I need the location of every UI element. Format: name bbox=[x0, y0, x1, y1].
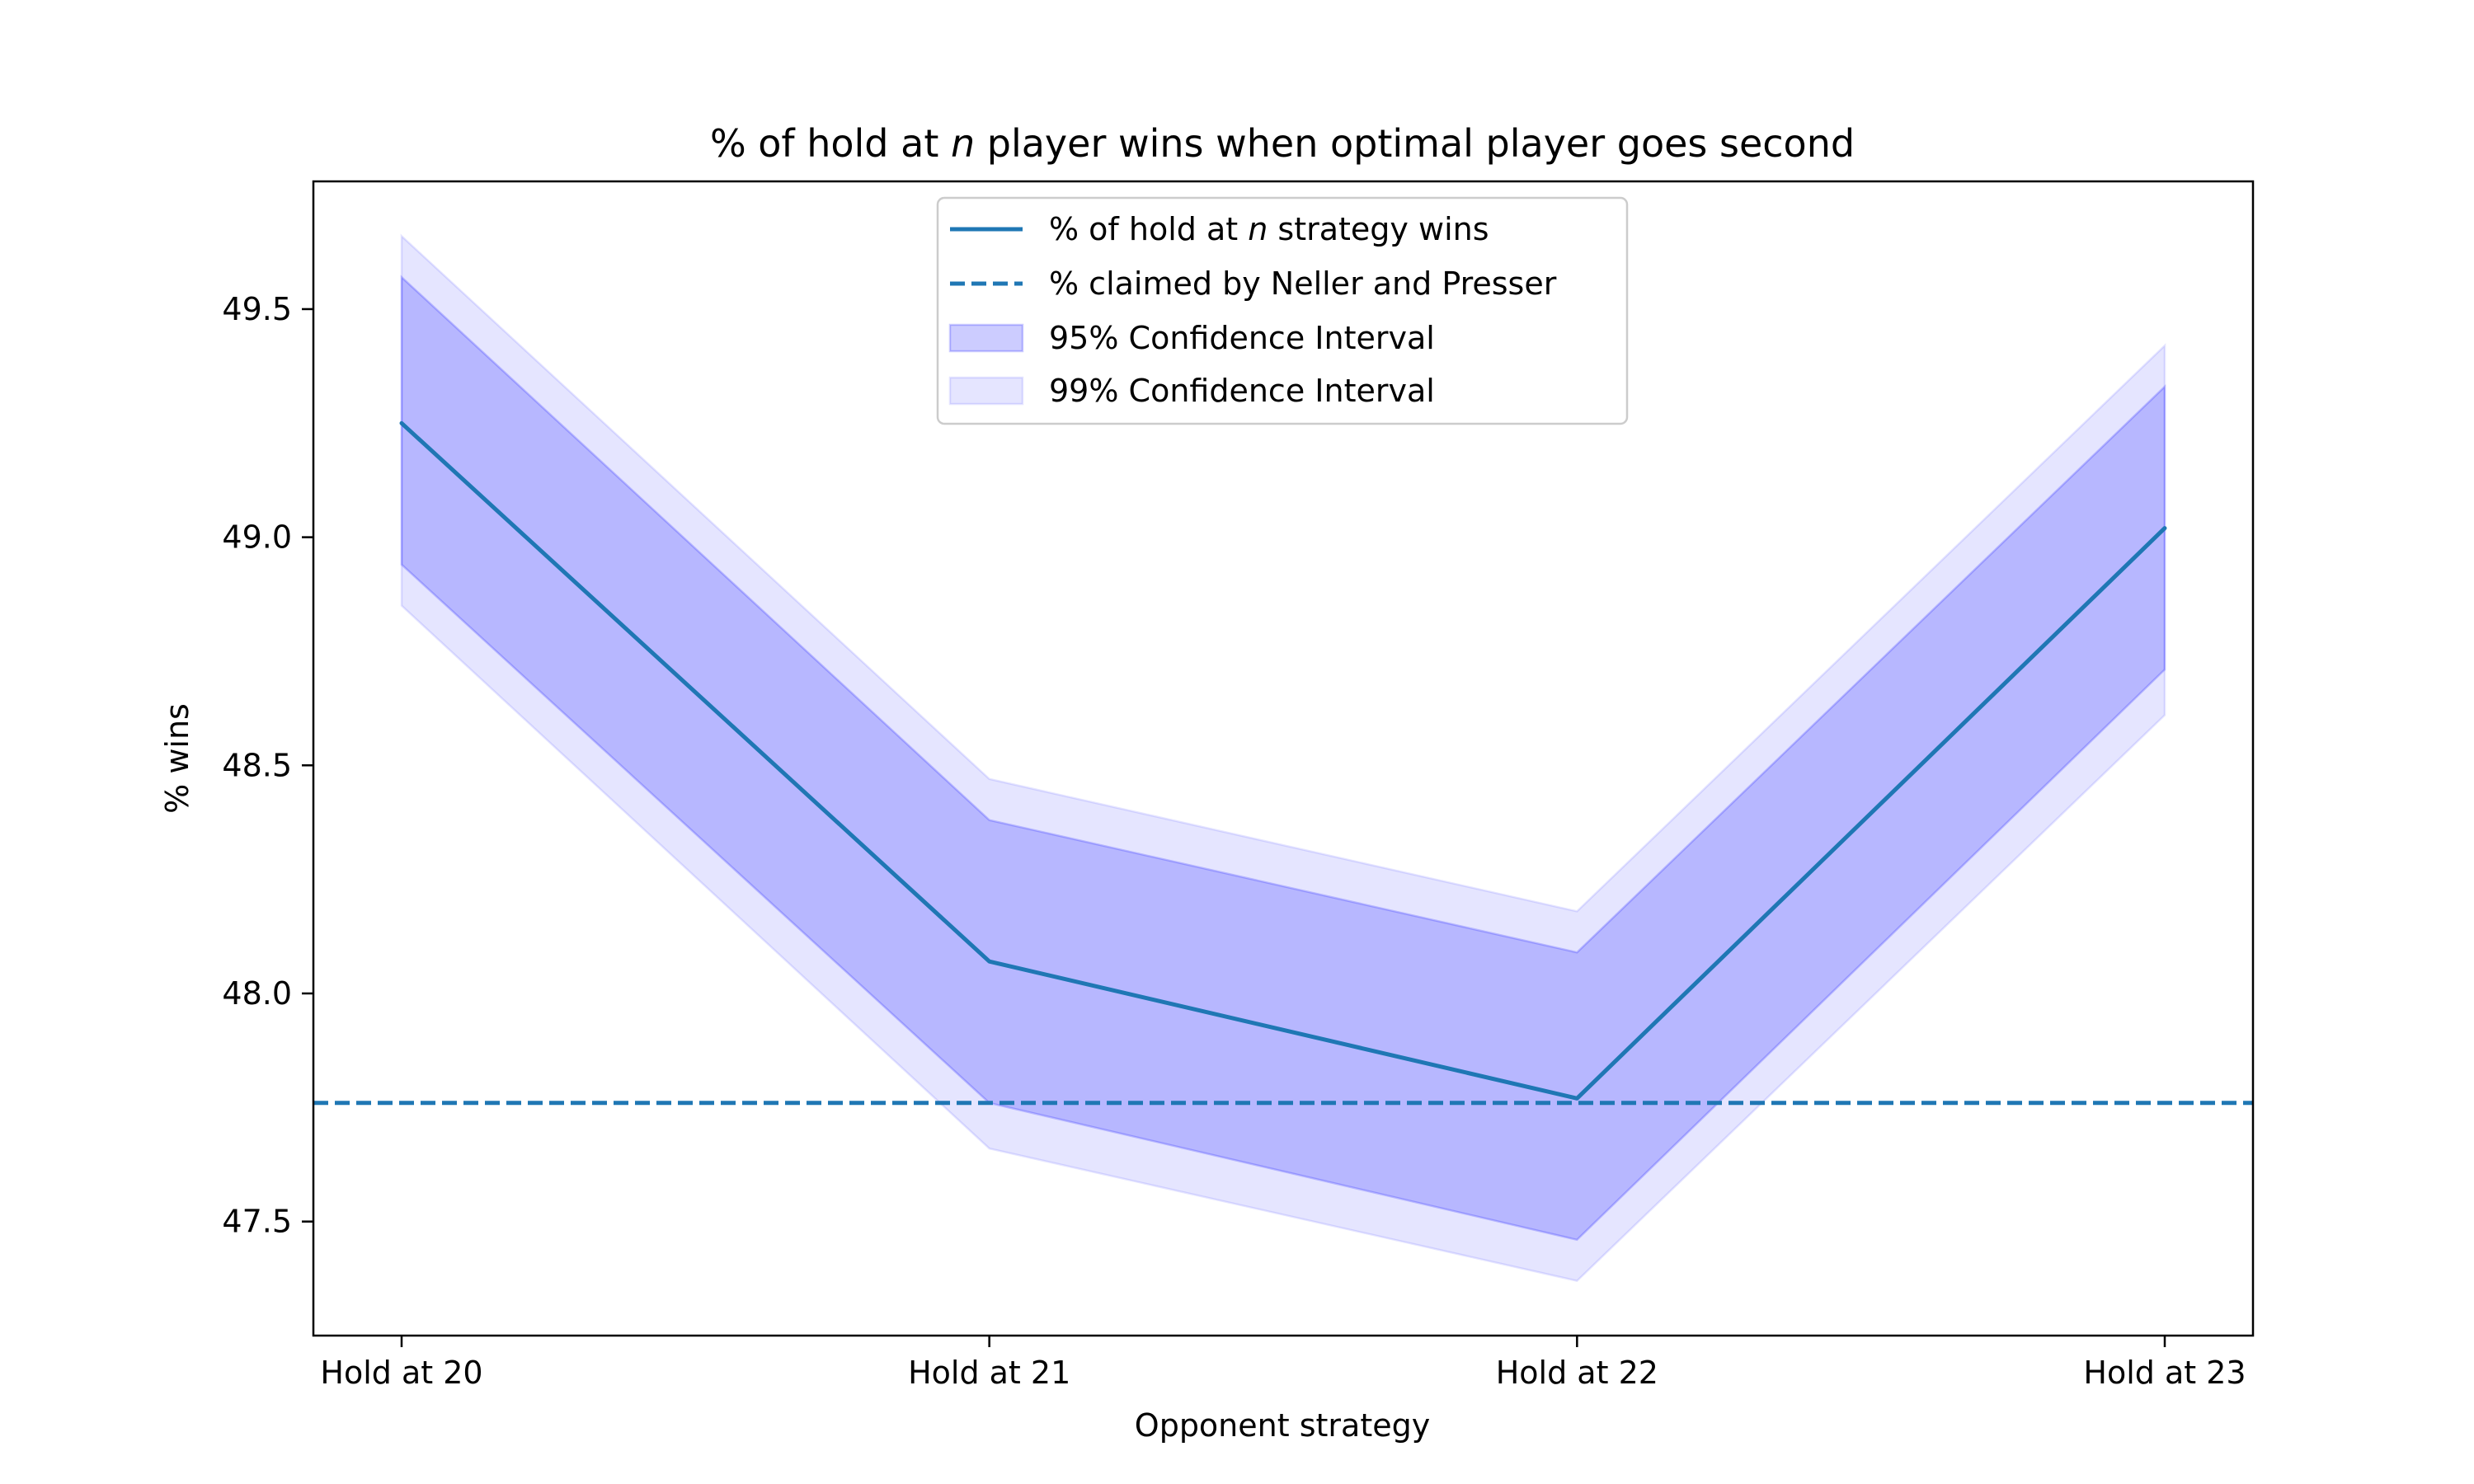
legend-label-series: % of hold at n strategy wins bbox=[1049, 211, 1489, 247]
x-axis: Hold at 20 Hold at 21 Hold at 22 Hold at 23 bbox=[320, 1336, 2246, 1391]
y-tick-label: 49.0 bbox=[222, 519, 292, 556]
legend-band99-swatch bbox=[948, 376, 1024, 406]
y-axis: 47.5 48.0 48.5 49.0 49.5 bbox=[222, 291, 313, 1240]
series-point bbox=[989, 960, 990, 962]
plot-frame bbox=[312, 180, 2255, 1337]
series-point bbox=[1576, 1097, 1578, 1099]
legend-label-band99: 99% Confidence Interval bbox=[1049, 373, 1435, 409]
legend-label-reference: % claimed by Neller and Presser bbox=[1049, 265, 1557, 302]
series-layer bbox=[399, 420, 2167, 1101]
y-tick-label: 49.5 bbox=[222, 291, 292, 327]
y-axis-label: % wins bbox=[159, 703, 195, 814]
x-axis-label: Opponent strategy bbox=[1135, 1407, 1430, 1444]
y-tick-label: 48.5 bbox=[222, 747, 292, 783]
legend: % of hold at n strategy wins % claimed b… bbox=[936, 196, 1629, 425]
confidence-bands bbox=[400, 233, 2166, 1282]
y-tick-label: 47.5 bbox=[222, 1204, 292, 1240]
x-tick-label: Hold at 23 bbox=[2083, 1355, 2246, 1391]
confidence-band-0 bbox=[400, 233, 2166, 1282]
legend-label-band95: 95% Confidence Interval bbox=[1049, 320, 1435, 356]
x-tick-label: Hold at 22 bbox=[1496, 1355, 1658, 1391]
confidence-band-1 bbox=[400, 275, 2166, 1242]
y-tick-label: 48.0 bbox=[222, 975, 292, 1012]
x-tick-label: Hold at 21 bbox=[908, 1355, 1070, 1391]
chart-title: % of hold at n player wins when optimal … bbox=[710, 121, 1855, 166]
series-line-0 bbox=[399, 420, 2167, 1101]
legend-band95-swatch bbox=[948, 323, 1024, 353]
legend-frame bbox=[936, 196, 1629, 425]
x-tick-label: Hold at 20 bbox=[320, 1355, 482, 1391]
